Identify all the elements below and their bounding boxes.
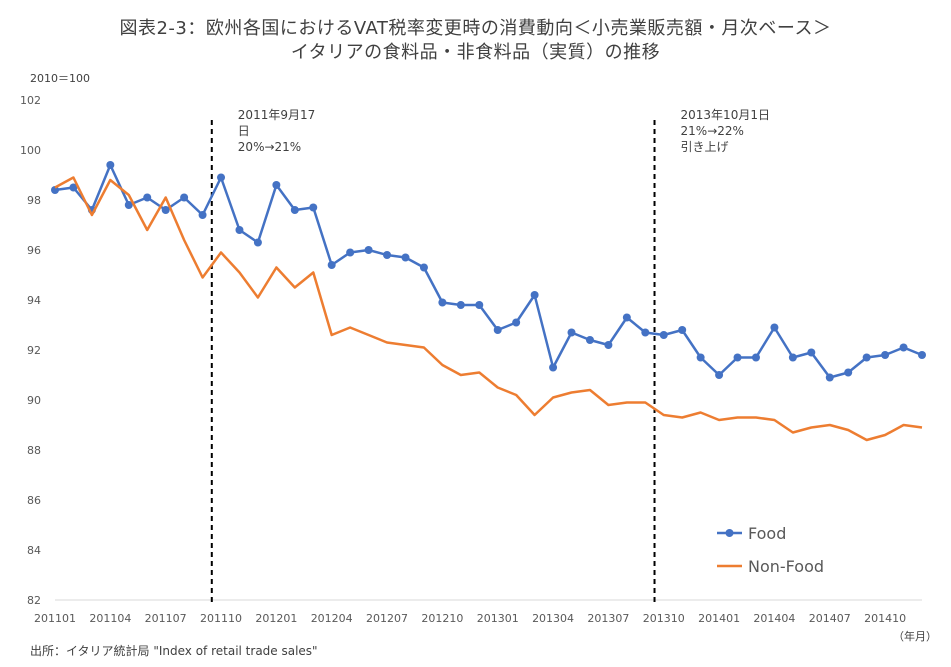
food-data-point: [217, 173, 226, 182]
food-data-point: [585, 336, 594, 344]
x-tick-label: 201407: [809, 612, 851, 625]
chart-title: 図表2-3：欧州各国におけるVAT税率変更時の消費動向＜小売業販売額・月次ベース…: [119, 18, 832, 39]
food-data-point: [788, 353, 797, 362]
food-data-point: [235, 226, 244, 234]
x-tick-label: 201201: [255, 612, 297, 625]
food-data-point: [419, 263, 428, 272]
x-tick-label: 201410: [864, 612, 906, 625]
y-tick-label: 84: [27, 544, 41, 557]
food-data-point: [51, 186, 59, 194]
x-tick-label: 201110: [200, 612, 242, 625]
legend-label-food: Food: [748, 524, 786, 543]
food-data-point: [456, 301, 465, 309]
food-data-point: [770, 323, 779, 332]
food-data-point: [641, 328, 650, 337]
food-data-point: [253, 238, 262, 247]
y-tick-label: 92: [27, 344, 41, 357]
food-data-point: [604, 341, 613, 349]
food-data-point: [143, 193, 152, 202]
food-data-point: [401, 253, 410, 262]
annotation-text: 20%→21%: [238, 140, 301, 154]
annotation-text: 21%→22%: [681, 124, 744, 138]
food-data-point: [438, 298, 447, 307]
food-data-point: [309, 203, 318, 212]
x-tick-label: 201107: [145, 612, 187, 625]
annotation-text: 2013年10月1日: [681, 108, 770, 122]
annotation-text: 2011年9月17: [238, 108, 315, 122]
food-data-point: [383, 251, 392, 259]
x-tick-label: 201101: [34, 612, 76, 625]
x-tick-label: 201301: [477, 612, 519, 625]
y-tick-label: 96: [27, 244, 41, 257]
chart-subtitle: イタリアの食料品・非食料品（実質）の推移: [290, 42, 661, 63]
food-data-point: [807, 348, 816, 357]
food-data-point: [549, 363, 558, 372]
y-unit-label: 2010＝100: [30, 72, 90, 85]
x-unit-label: （年月）: [893, 630, 937, 643]
y-tick-label: 90: [27, 394, 41, 407]
x-tick-label: 201104: [89, 612, 131, 625]
source-note: 出所：イタリア統計局 "Index of retail trade sales": [30, 644, 318, 658]
y-tick-label: 94: [27, 294, 41, 307]
food-data-point: [290, 206, 299, 214]
x-tick-label: 201204: [311, 612, 353, 625]
y-tick-label: 102: [20, 94, 41, 107]
food-data-point: [106, 161, 115, 169]
food-data-point: [881, 351, 890, 359]
food-data-point: [918, 351, 926, 359]
food-data-point: [899, 343, 908, 352]
food-data-point: [493, 326, 502, 334]
food-data-point: [512, 318, 521, 327]
food-data-point: [844, 368, 853, 377]
axes-group: 82 84 86 88 90 92 94 96 98 100 102 201101 201104 2011…: [20, 94, 922, 625]
x-tick-label: 201207: [366, 612, 408, 625]
food-data-point: [825, 373, 834, 382]
legend-label-non-food: Non-Food: [748, 557, 824, 576]
annotation-text: 引き上げ: [681, 140, 729, 154]
food-data-point: [272, 181, 281, 189]
series-group: [51, 161, 926, 442]
y-tick-label: 100: [20, 144, 41, 157]
food-data-point: [475, 301, 484, 309]
x-tick-label: 201304: [532, 612, 574, 625]
legend: Food Non-Food: [717, 524, 824, 576]
food-data-point: [622, 313, 631, 322]
food-data-point: [696, 353, 705, 362]
food-data-point: [530, 291, 539, 299]
food-data-point: [180, 193, 189, 202]
food-data-point: [198, 211, 207, 219]
x-tick-label: 201307: [587, 612, 629, 625]
y-tick-label: 98: [27, 194, 41, 207]
food-data-point: [733, 353, 742, 362]
y-tick-label: 82: [27, 594, 41, 607]
food-data-point: [69, 183, 78, 192]
x-tick-label: 201401: [698, 612, 740, 625]
x-tick-label: 201404: [753, 612, 795, 625]
y-tick-label: 86: [27, 494, 41, 507]
food-data-point: [364, 246, 373, 254]
food-data-point: [567, 328, 576, 337]
food-data-point: [715, 371, 724, 379]
food-data-point: [124, 201, 133, 209]
food-data-point: [659, 331, 668, 339]
legend-marker-food: [725, 529, 734, 537]
annotations-group: 2011年9月17 日 20%→21% 2013年10月1日 21%→22% 引き上げ: [210, 108, 770, 605]
food-data-point: [327, 261, 336, 269]
food-data-point: [678, 326, 687, 334]
x-tick-label: 201210: [421, 612, 463, 625]
food-data-point: [346, 248, 355, 257]
non-food-series-line: [54, 176, 923, 442]
food-data-point: [161, 206, 170, 214]
y-tick-label: 88: [27, 444, 41, 457]
x-tick-label: 201310: [643, 612, 685, 625]
food-data-point: [862, 353, 871, 362]
annotation-text: 日: [238, 124, 250, 138]
food-data-point: [751, 353, 760, 362]
food-series-line: [54, 163, 923, 379]
